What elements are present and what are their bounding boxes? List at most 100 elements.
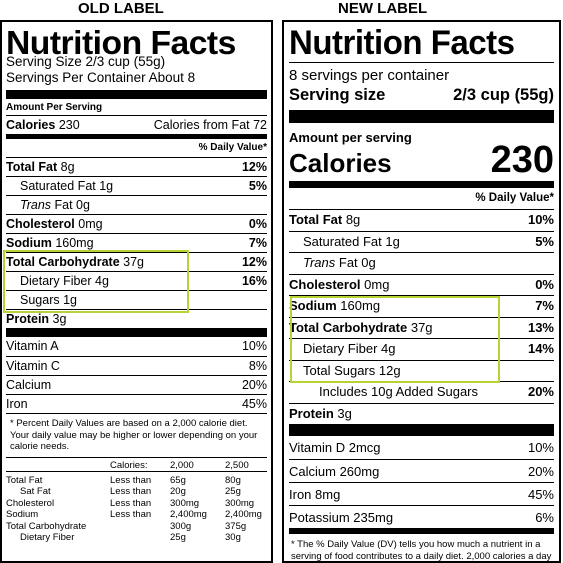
new-serving-size-row: Serving size 2/3 cup (55g)	[289, 85, 554, 105]
vitamin-dv: 45%	[241, 397, 267, 411]
old-nutrient-row: Cholesterol 0mg 0%	[6, 214, 267, 233]
new-calories-label: Calories	[289, 148, 392, 178]
nutrient-name: Cholesterol	[6, 217, 75, 231]
new-footnote: * The % Daily Value (DV) tells you how m…	[291, 539, 552, 562]
table-cell: 2,400mg	[225, 509, 262, 520]
new-nutrient-row: Dietary Fiber 4g 14%	[289, 338, 554, 360]
new-nutrient-row: Trans Fat 0g	[289, 252, 554, 274]
new-nutrient-row: Total Carbohydrate 37g 13%	[289, 316, 554, 339]
old-vitamin-row: Calcium 20%	[6, 375, 267, 394]
nutrient-name: Dietary Fiber	[20, 274, 92, 288]
nutrient-dv: 7%	[535, 298, 554, 313]
old-nutrient-row: Total Carbohydrate 37g 12%	[6, 252, 267, 271]
vitamin-dv: 20%	[241, 378, 267, 392]
table-row: Total Carbohydrate 300g 375g	[6, 521, 267, 533]
new-dv-header: % Daily Value*	[475, 192, 554, 204]
new-amount-per-serving: Amount per serving	[289, 130, 412, 145]
nutrient-amount: 1g	[63, 293, 77, 307]
old-nutrient-row: Protein 3g	[6, 309, 267, 328]
nutrient-dv: 5%	[535, 233, 554, 249]
old-nutrient-row: Sodium 160mg 7%	[6, 233, 267, 252]
nutrient-name: Total Carbohydrate	[289, 319, 408, 335]
new-serving-size-value: 2/3 cup (55g)	[453, 86, 554, 104]
nutrient-amount: 8g	[345, 212, 361, 227]
nutrient-name: Sugars	[20, 293, 60, 307]
table-cell: 300mg	[225, 497, 255, 509]
old-nutrient-row: Sugars 1g	[6, 290, 267, 309]
old-nutrient-row: Trans Fat 0g	[6, 195, 267, 214]
vitamin-name: Vitamin A	[6, 339, 59, 353]
nutrient-dv: 20%	[527, 384, 554, 399]
nutrient-amount: 3g	[337, 405, 352, 421]
table-cell	[110, 532, 170, 544]
nutrient-name: Trans	[303, 255, 336, 270]
old-vitamin-row: Vitamin C 8%	[6, 356, 267, 375]
vitamin-name: Iron 8mg	[289, 487, 341, 502]
nutrient-name: Saturated Fat	[20, 179, 96, 193]
table-row: Dietary Fiber 25g 30g	[6, 532, 267, 544]
nutrient-dv: 0%	[535, 276, 554, 292]
nutrient-amount: Fat 0g	[54, 198, 90, 212]
table-cell: 2,000	[170, 459, 194, 471]
nutrient-name: Total Fat	[289, 212, 343, 227]
vitamin-name: Vitamin D 2mcg	[289, 440, 381, 455]
old-dv-header: % Daily Value*	[198, 142, 267, 153]
old-calories-label: Calories	[6, 118, 56, 132]
nutrient-amount: Fat 0g	[338, 255, 376, 270]
table-cell: Sat Fat	[20, 486, 51, 497]
new-servings-per-container: 8 servings per container	[289, 67, 450, 84]
nutrient-name: Sodium	[289, 298, 337, 313]
nutrient-amount: 37g	[123, 255, 145, 269]
vitamin-dv: 8%	[248, 359, 267, 373]
nutrient-name: Dietary Fiber	[303, 341, 378, 356]
old-serving-size: Serving Size 2/3 cup (55g)	[6, 54, 166, 69]
old-label-caption: OLD LABEL	[78, 0, 164, 17]
table-cell: 30g	[225, 532, 241, 543]
new-nutrient-row: Cholesterol 0mg 0%	[289, 273, 554, 296]
old-servings-per-container: Servings Per Container About 8	[6, 70, 196, 85]
vitamin-dv: 20%	[527, 464, 554, 479]
nutrient-amount: 1g	[385, 233, 400, 249]
new-label-title: Nutrition Facts	[289, 24, 515, 62]
new-nutrient-row: Total Fat 8g 10%	[289, 209, 554, 231]
new-calories-value: 230	[490, 139, 554, 181]
vitamin-dv: 45%	[527, 487, 554, 502]
nutrient-amount: 12g	[378, 362, 401, 378]
nutrient-amount: 0mg	[364, 276, 390, 292]
new-vitamin-row: Calcium 260mg 20%	[289, 459, 554, 482]
table-header-row: Calories: 2,000 2,500	[6, 460, 267, 472]
table-cell: Total Fat	[6, 474, 43, 486]
new-nutrient-row: Protein 3g	[289, 402, 554, 425]
table-row: Total Fat Less than 65g 80g	[6, 475, 267, 487]
nutrient-amount: 3g	[52, 312, 67, 326]
nutrient-amount: 8g	[60, 160, 75, 174]
nutrient-dv: 7%	[248, 236, 267, 250]
nutrient-dv: 5%	[248, 179, 267, 193]
old-vitamin-row: Vitamin A 10%	[6, 337, 267, 356]
table-row: Sodium Less than 2,400mg 2,400mg	[6, 509, 267, 521]
new-nutrient-row: Total Sugars 12g	[289, 359, 554, 382]
nutrient-amount: 37g	[410, 319, 433, 335]
old-footnote: * Percent Daily Values are based on a 2,…	[10, 418, 258, 452]
old-vitamin-row: Iron 45%	[6, 394, 267, 413]
table-cell: 300g	[170, 520, 192, 532]
new-nutrient-row: Includes 10g Added Sugars 20%	[289, 381, 554, 403]
table-cell: 80g	[225, 474, 241, 486]
nutrient-amount: 4g	[381, 341, 396, 356]
nutrient-amount: 4g	[95, 274, 109, 288]
new-vitamin-row: Iron 8mg 45%	[289, 482, 554, 505]
nutrient-dv: 16%	[241, 274, 267, 288]
nutrient-amount: 160mg	[340, 298, 381, 313]
table-cell: 300mg	[170, 497, 200, 509]
nutrient-name: Trans	[20, 198, 52, 212]
nutrient-name: Total Carbohydrate	[6, 255, 120, 269]
vitamin-name: Calcium 260mg	[289, 464, 380, 479]
nutrient-dv: 12%	[241, 255, 267, 269]
new-nutrient-row: Sodium 160mg 7%	[289, 295, 554, 317]
old-nutrition-label: Nutrition Facts Serving Size 2/3 cup (55…	[0, 20, 273, 563]
old-calories-row: Calories 230 Calories from Fat 72	[6, 115, 267, 134]
table-row: Cholesterol Less than 300mg 300mg	[6, 498, 267, 510]
new-label-caption: NEW LABEL	[338, 0, 428, 17]
table-cell: Sodium	[6, 509, 39, 520]
vitamin-name: Potassium 235mg	[289, 510, 394, 525]
